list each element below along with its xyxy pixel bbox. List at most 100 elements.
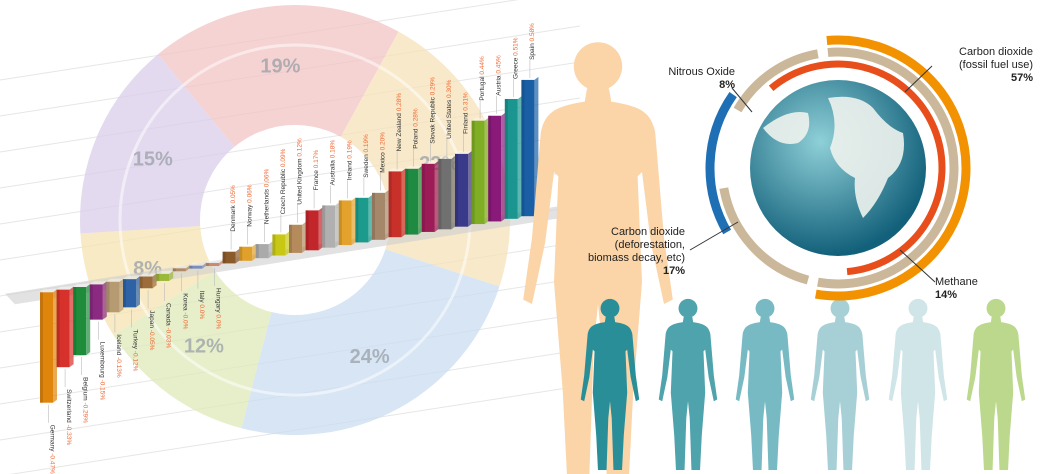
donut-segment-label: 24% [350, 346, 390, 368]
bar-top [222, 248, 240, 252]
bar-side [119, 278, 124, 313]
legend-methane: Methane 14% [935, 276, 995, 302]
bar-shade [455, 153, 458, 227]
bar-value: -0.05% [148, 330, 155, 351]
bar [388, 171, 402, 238]
bar-country: Czech Republic [280, 167, 287, 214]
bar-value: 0.19% [346, 140, 353, 159]
bar-label: Portugal 0.44% [479, 56, 486, 101]
bar-side [368, 194, 373, 243]
small-person-silhouette [658, 298, 718, 470]
bar-shade [255, 244, 259, 259]
bar-side [451, 155, 456, 230]
bar [255, 244, 269, 259]
bar-side [219, 260, 223, 267]
bar [172, 268, 186, 272]
legend-label: Nitrous Oxide [668, 66, 735, 78]
bar-country: Netherlands [263, 187, 270, 224]
bar-shade [289, 224, 292, 253]
bar-country: Australia [330, 158, 337, 185]
bar-group: Austria 0.45% [488, 55, 506, 222]
donut-segment-label: 19% [260, 56, 300, 78]
bar-side [484, 117, 489, 225]
bar-shade [504, 98, 508, 219]
person-body [966, 316, 1026, 470]
bar-top [206, 260, 223, 264]
bar-label: Australia 0.18% [330, 140, 337, 186]
bar-group: France 0.17% [305, 150, 323, 251]
bar [355, 197, 369, 243]
bar-side [252, 243, 257, 261]
donut-segment [80, 54, 235, 234]
person-head [573, 42, 623, 91]
bar-group: Slovak Republic 0.29% [421, 77, 439, 232]
bar [504, 98, 518, 219]
bar-country: Germany [49, 425, 56, 454]
bar-value: 0.05% [230, 185, 237, 204]
bar-top [322, 202, 340, 206]
bar-top [156, 270, 174, 274]
bar-label: Luxembourg -0.15% [98, 342, 105, 401]
bar-side [136, 276, 140, 308]
bar-label: Turkey -0.12% [132, 329, 139, 371]
bar [40, 292, 53, 403]
bar-value: 0.58% [529, 23, 536, 42]
bar-top [123, 276, 140, 280]
bar [305, 210, 319, 251]
legend-label: (fossil fuel use) [959, 59, 1033, 71]
bar-country: Korea [181, 293, 188, 312]
bar [338, 200, 352, 246]
bar-group: Switzerland -0.33% [56, 286, 74, 445]
bar-group: New Zealand 0.28% [388, 93, 406, 238]
bar-top [40, 289, 57, 293]
bar-top [455, 150, 472, 154]
bar-label: United States 0.30% [446, 79, 453, 138]
bar-group: Denmark 0.05% [222, 185, 240, 264]
bar-label: Spain 0.58% [529, 23, 536, 60]
bar-label: Austria 0.45% [496, 55, 503, 96]
bar-top [189, 262, 207, 266]
legend-pct: 17% [662, 265, 685, 277]
bar-value: 0.44% [479, 56, 486, 75]
bar [222, 251, 236, 264]
bar [139, 276, 153, 289]
bar-label: Canada -0.03% [165, 303, 172, 348]
person-head [986, 298, 1006, 318]
bar-side [335, 202, 340, 248]
bar-label: Norway 0.06% [247, 184, 254, 226]
bar-value: -0.12% [132, 351, 139, 372]
bar-side [235, 248, 240, 264]
bar-label: Iceland -0.13% [115, 334, 122, 378]
bar-country: Denmark [230, 203, 237, 231]
bar-country: Belgium [82, 377, 89, 402]
bar-country: Luxembourg [98, 342, 105, 380]
donut-ring-line [251, 273, 463, 397]
bar-group: United Kingdom 0.12% [289, 138, 306, 253]
bar-top [172, 265, 190, 269]
person-head [908, 298, 928, 318]
bar-value: 0.29% [429, 77, 436, 96]
bar-shade [123, 279, 126, 308]
bar [289, 224, 302, 253]
bar-shade [338, 200, 342, 246]
bar-group: Italy 0.0% [189, 262, 207, 319]
bar-value: 0.31% [463, 92, 470, 111]
bar-country: New Zealand [396, 111, 403, 151]
bar-shade [372, 192, 375, 240]
bar-label: Korea -0.0% [181, 293, 188, 329]
bar-shade [388, 171, 392, 238]
bar-value: -0.13% [115, 357, 122, 378]
bar-group: Ireland 0.19% [338, 140, 356, 246]
bar-value: 0.06% [247, 184, 254, 203]
bar-side [202, 262, 207, 269]
bar-side [102, 281, 107, 320]
bar-group: Poland 0.28% [405, 108, 423, 235]
bar-top [521, 76, 539, 80]
bar-value: 0.20% [380, 132, 387, 151]
bar-top [305, 207, 323, 211]
legend-nitrous-oxide: Nitrous Oxide 8% [640, 66, 735, 92]
bar [123, 279, 136, 308]
small-person-silhouette [888, 298, 948, 470]
globe-continent [828, 96, 904, 218]
bar-value: 0.09% [280, 148, 287, 167]
